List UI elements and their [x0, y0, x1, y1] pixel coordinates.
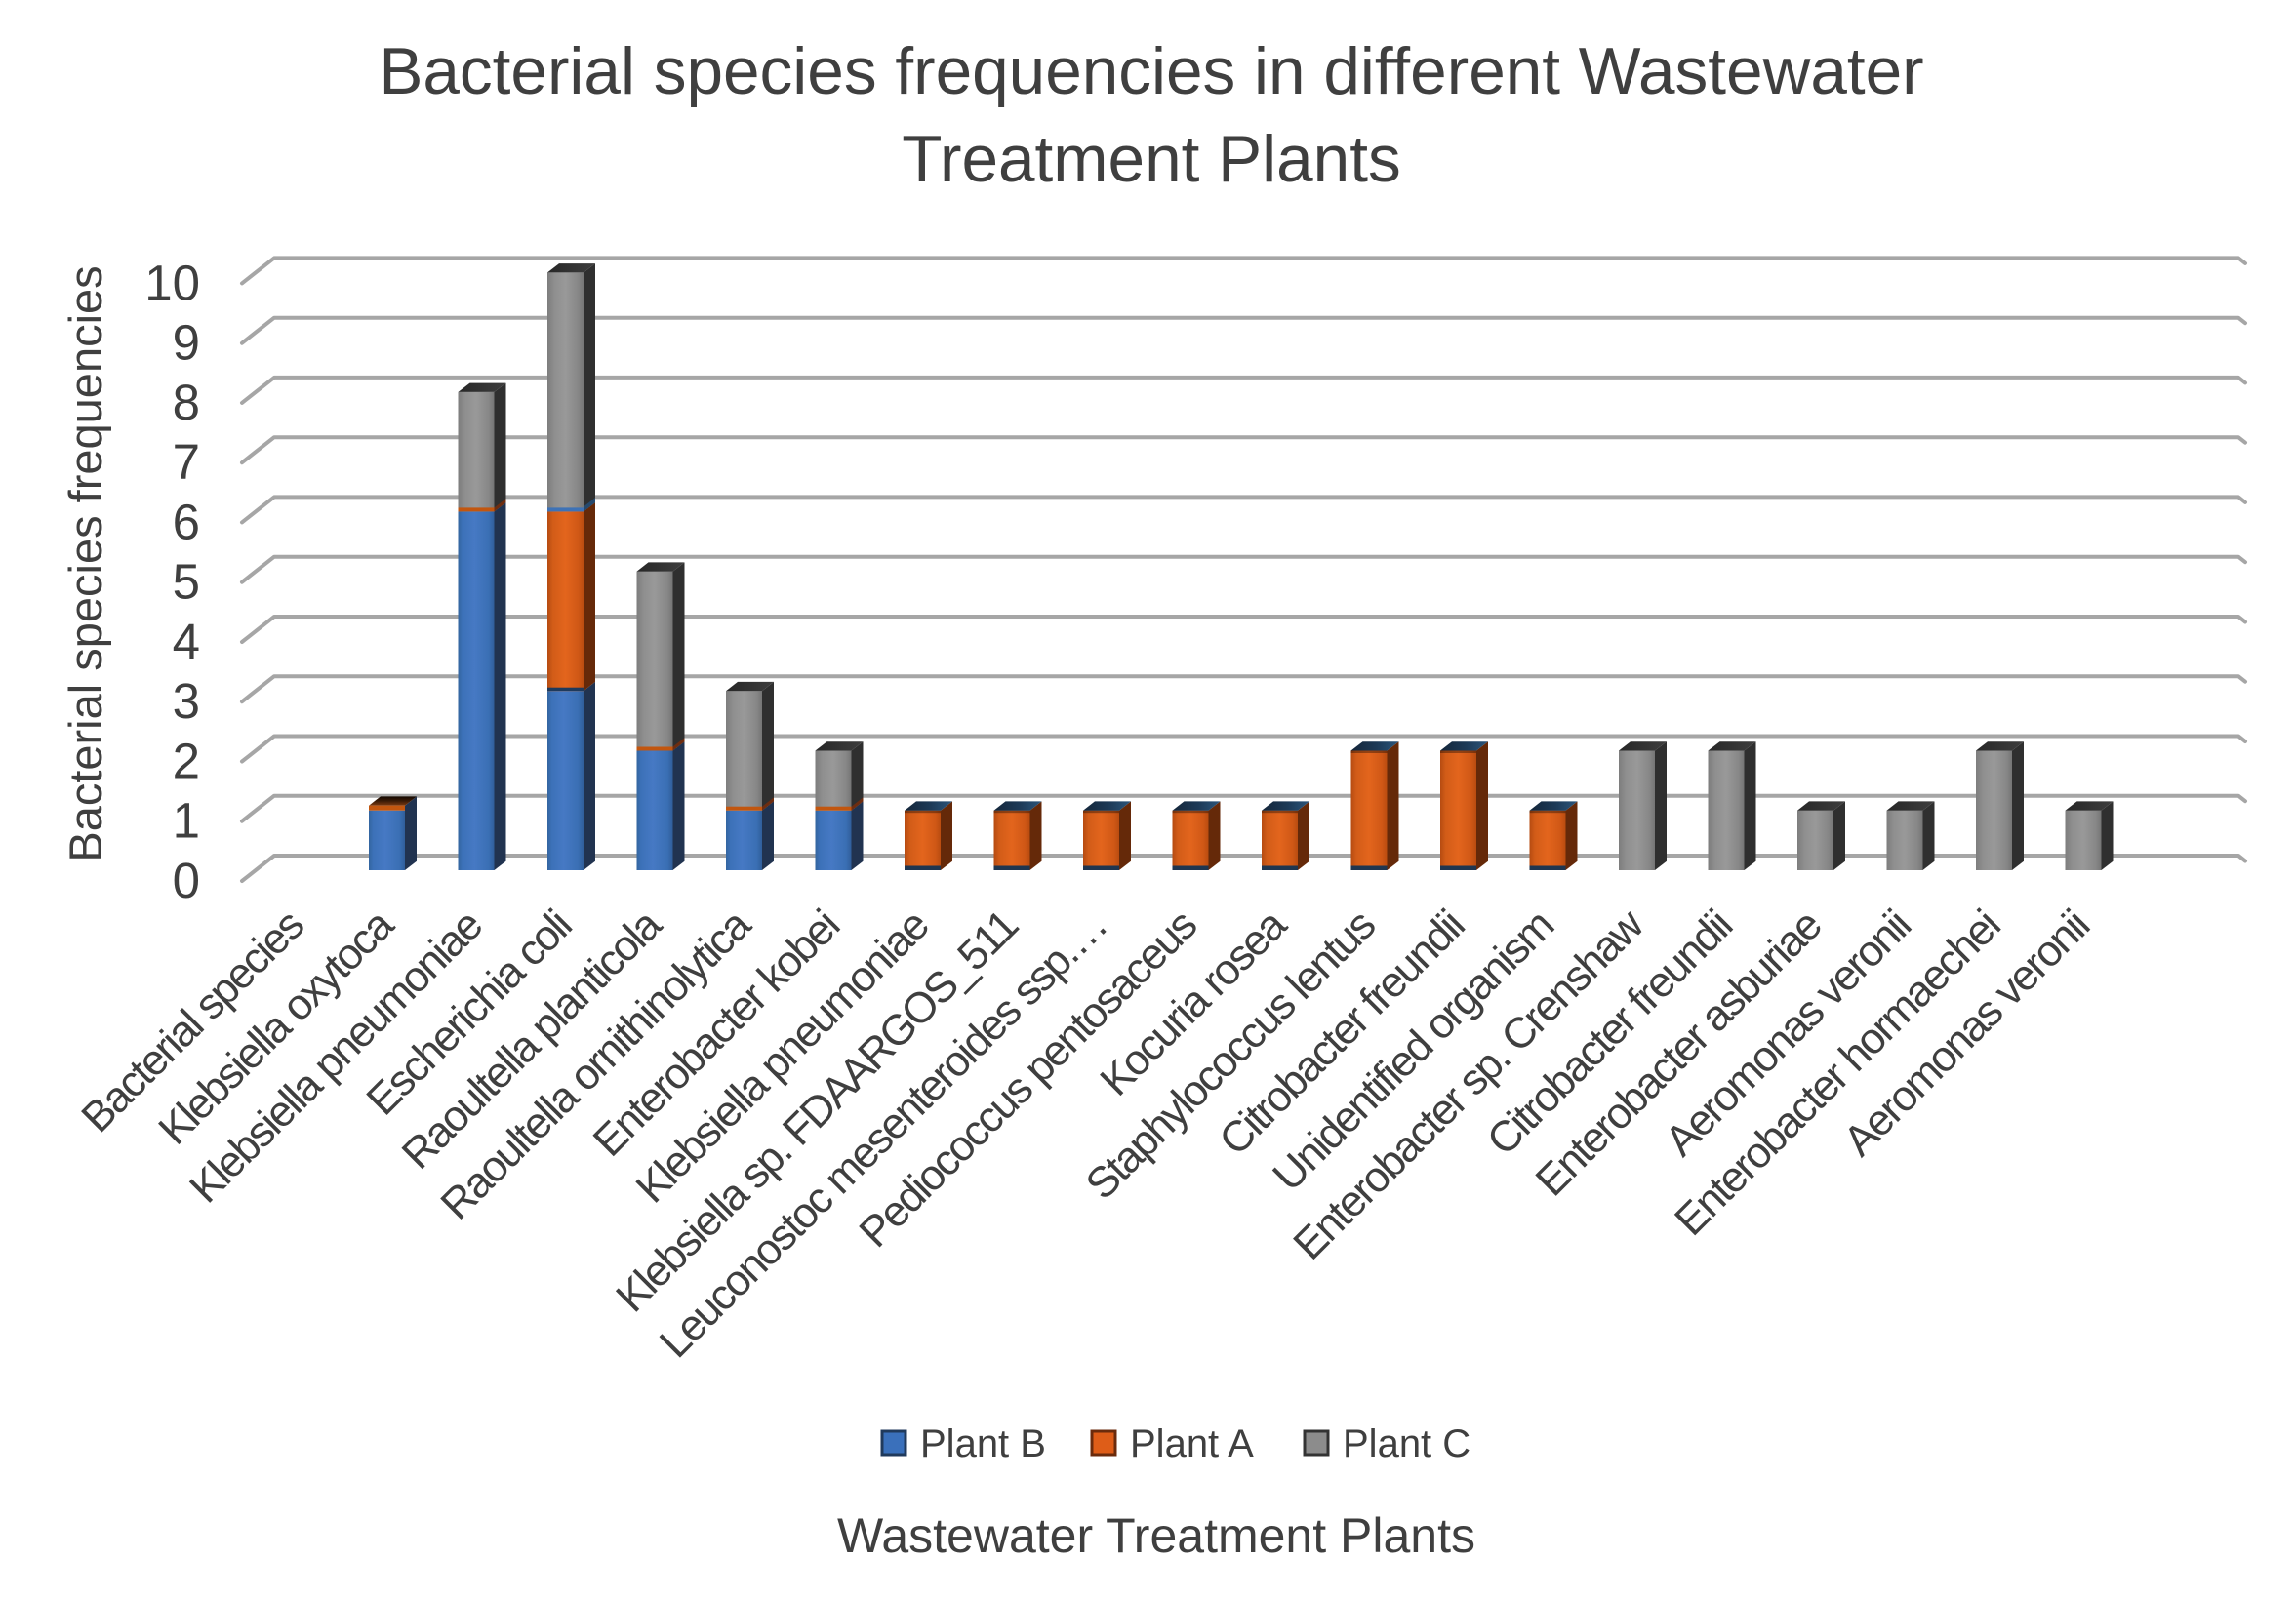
svg-text:6: 6 — [173, 494, 200, 549]
svg-text:Plant C: Plant C — [1343, 1422, 1470, 1465]
svg-text:Treatment Plants: Treatment Plants — [902, 123, 1400, 196]
svg-text:9: 9 — [173, 315, 200, 371]
svg-text:Bacterial species frequencies: Bacterial species frequencies — [60, 265, 111, 861]
svg-text:Plant B: Plant B — [920, 1422, 1046, 1465]
svg-text:Bacterial species frequencies: Bacterial species frequencies in differe… — [379, 35, 1923, 108]
svg-text:10: 10 — [144, 255, 200, 310]
svg-text:1: 1 — [173, 793, 200, 849]
svg-text:5: 5 — [173, 554, 200, 610]
svg-text:2: 2 — [173, 734, 200, 789]
svg-text:8: 8 — [173, 375, 200, 430]
svg-text:4: 4 — [173, 614, 200, 669]
svg-text:Plant A: Plant A — [1130, 1422, 1254, 1465]
svg-text:0: 0 — [173, 853, 200, 908]
svg-text:3: 3 — [173, 673, 200, 729]
svg-text:Wastewater Treatment Plants: Wastewater Treatment Plants — [837, 1508, 1475, 1563]
svg-text:7: 7 — [173, 434, 200, 490]
